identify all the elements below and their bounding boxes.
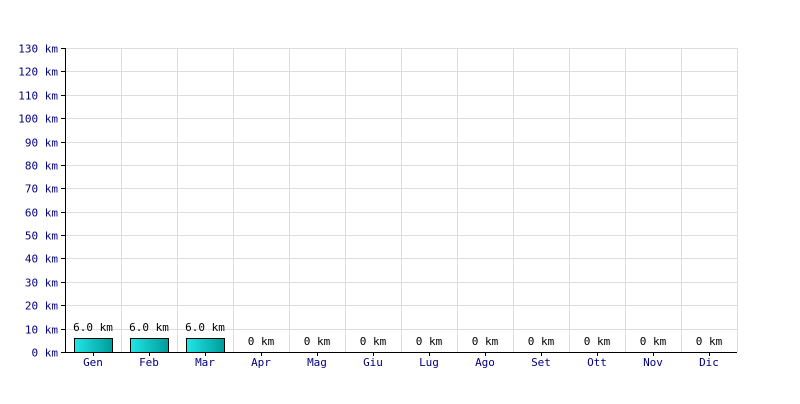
y-tick-label: 70 km [25,183,58,196]
y-tick-label: 30 km [25,277,58,290]
data-label-nov: 0 km [640,335,667,348]
axes: 0 km 10 km 20 km 30 km 40 km 50 km 60 km 70 km 8… [18,43,737,369]
y-tick-label: 50 km [25,230,58,243]
x-tick-label-ott: Ott [587,356,607,369]
data-labels: 6.0 km 6.0 km 6.0 km 0 km 0 km 0 km 0 km 0 km 0 … [73,321,722,348]
data-label-gen: 6.0 km [73,321,113,334]
y-tick-label: 20 km [25,300,58,313]
grid-lines [65,48,738,353]
y-tick-label: 110 km [18,90,58,103]
data-label-mag: 0 km [304,335,331,348]
bar-gen [74,338,113,353]
x-tick-label-mar: Mar [195,356,215,369]
y-tick-label: 10 km [25,324,58,337]
y-tick-label: 90 km [25,137,58,150]
x-tick-label-feb: Feb [139,356,159,369]
bar-mar [186,338,225,353]
x-tick-label-dic: Dic [699,356,719,369]
y-tick-label: 120 km [18,66,58,79]
bar-feb [130,338,169,353]
y-tick-label: 0 km [32,347,59,360]
bars [74,338,225,353]
y-tick-label: 130 km [18,43,58,56]
x-tick-label-mag: Mag [307,356,327,369]
x-tick-label-gen: Gen [83,356,103,369]
x-tick-label-nov: Nov [643,356,663,369]
y-tick-label: 80 km [25,160,58,173]
y-tick-label: 40 km [25,253,58,266]
data-label-feb: 6.0 km [129,321,169,334]
data-label-mar: 6.0 km [185,321,225,334]
data-label-ago: 0 km [472,335,499,348]
x-tick-label-giu: Giu [363,356,383,369]
y-tick-label: 60 km [25,207,58,220]
data-label-ott: 0 km [584,335,611,348]
data-label-set: 0 km [528,335,555,348]
x-tick-label-ago: Ago [475,356,495,369]
data-label-giu: 0 km [360,335,387,348]
x-tick-label-set: Set [531,356,551,369]
x-tick-label-apr: Apr [251,356,271,369]
data-label-dic: 0 km [696,335,723,348]
x-tick-label-lug: Lug [419,356,439,369]
y-tick-label: 100 km [18,113,58,126]
data-label-apr: 0 km [248,335,275,348]
data-label-lug: 0 km [416,335,443,348]
